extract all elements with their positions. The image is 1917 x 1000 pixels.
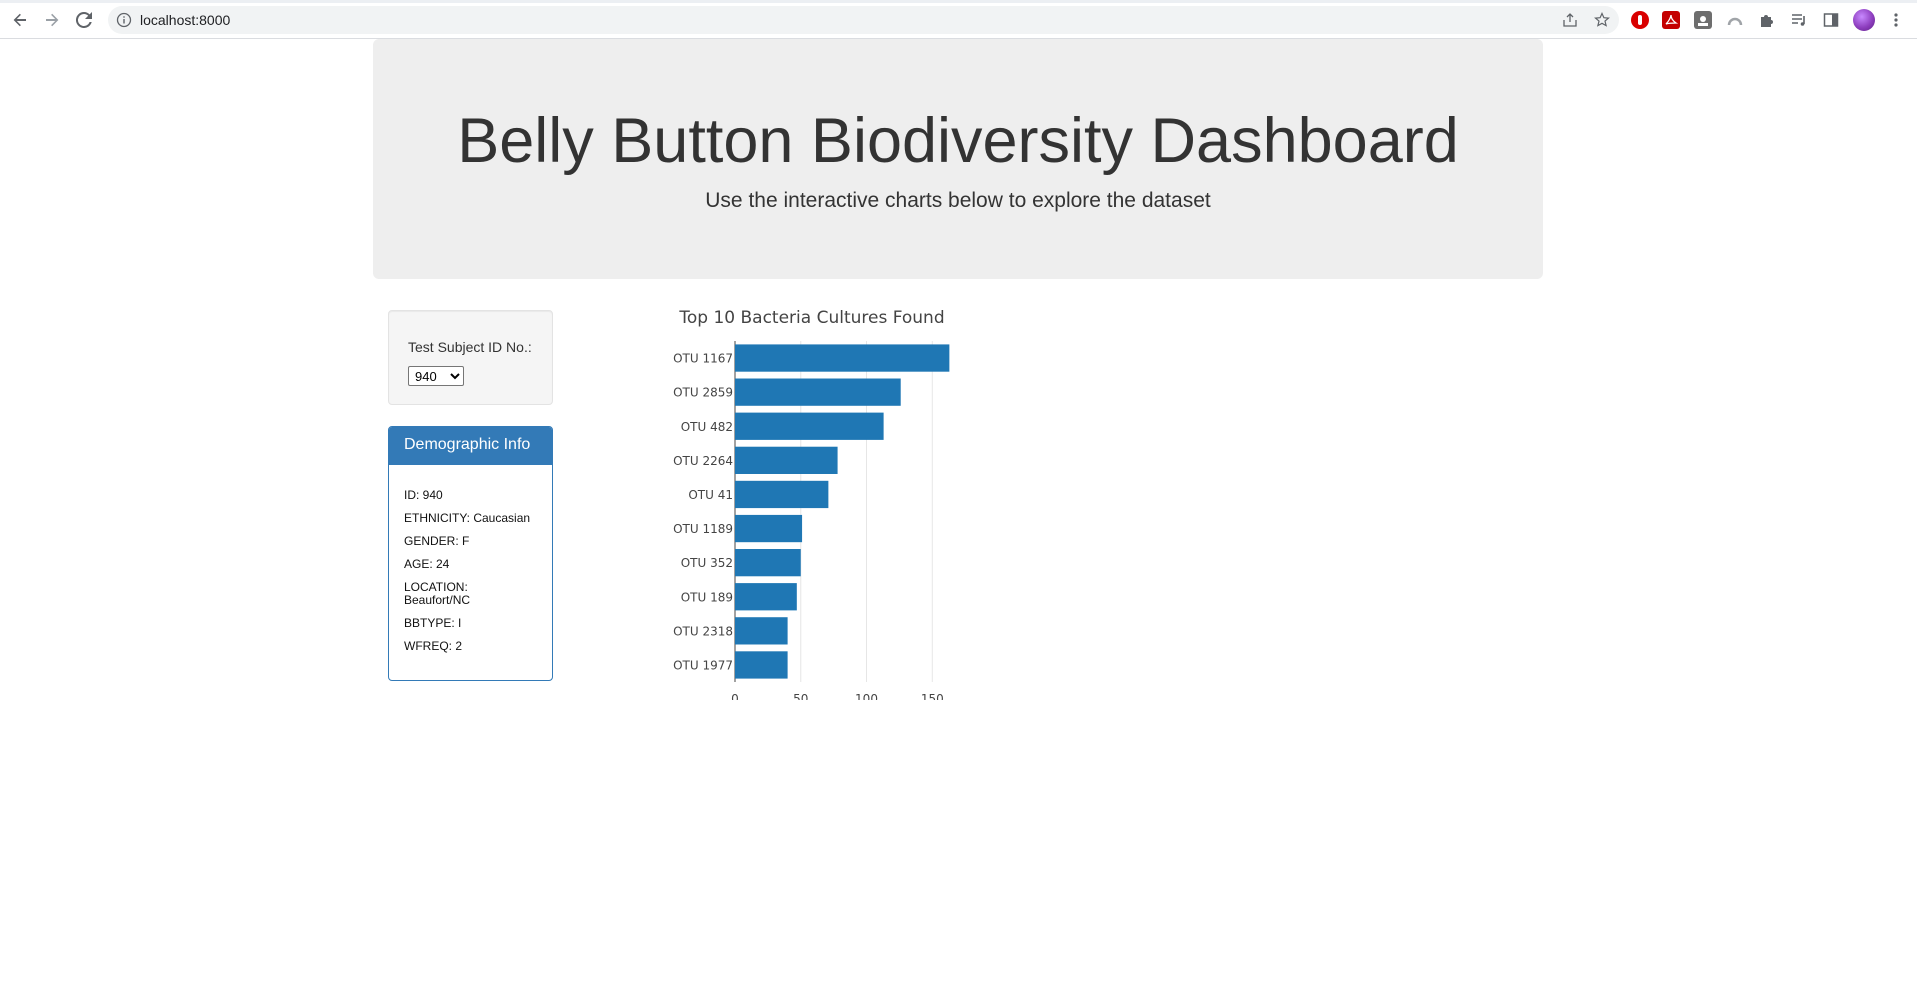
browser-toolbar: localhost:8000 (0, 0, 1917, 39)
x-tick-label: 150 (921, 692, 944, 700)
bar[interactable] (735, 583, 797, 611)
url-text[interactable]: localhost:8000 (140, 12, 231, 28)
jumbotron-header: Belly Button Biodiversity Dashboard Use … (373, 39, 1543, 279)
demographic-panel: Demographic Info ID: 940 ETHNICITY: Cauc… (388, 426, 553, 681)
info-icon[interactable] (116, 12, 132, 28)
demo-location: LOCATION: Beaufort/NC (404, 580, 471, 607)
demo-ethnicity: ETHNICITY: Caucasian (404, 511, 531, 525)
demo-wfreq: WFREQ: 2 (404, 639, 463, 653)
bar[interactable] (735, 480, 829, 509)
bar-chart[interactable]: Top 10 Bacteria Cultures Found 0 50 100 150… (640, 300, 960, 706)
demographic-panel-title: Demographic Info (389, 427, 552, 465)
bar[interactable] (735, 412, 884, 440)
bar[interactable] (735, 446, 838, 474)
bar[interactable] (735, 344, 950, 372)
y-tick-label: OTU 352 (681, 556, 733, 570)
pdf-extension-icon[interactable] (1662, 11, 1680, 29)
bar[interactable] (735, 378, 901, 406)
y-tick-label: OTU 41 (688, 488, 733, 502)
reload-icon (76, 12, 92, 28)
menu-kebab-icon[interactable] (1887, 11, 1905, 29)
y-tick-label: OTU 2859 (673, 386, 733, 400)
x-tick-label: 0 (731, 692, 739, 700)
demo-id: ID: 940 (404, 488, 443, 502)
forward-button[interactable] (40, 8, 64, 32)
subject-id-label: Test Subject ID No.: (408, 339, 532, 355)
reload-button[interactable] (72, 8, 96, 32)
bar[interactable] (735, 651, 788, 679)
subject-selector-well: Test Subject ID No.: 940 (388, 310, 553, 405)
y-tick-label: OTU 1189 (673, 522, 733, 536)
bar[interactable] (735, 549, 801, 577)
page-title: Belly Button Biodiversity Dashboard (457, 106, 1459, 176)
tab-strip-edge (0, 0, 1917, 3)
y-tick-label: OTU 482 (681, 420, 733, 434)
demo-age: AGE: 24 (404, 557, 450, 571)
y-tick-label: OTU 1977 (673, 658, 733, 672)
bar[interactable] (735, 617, 788, 645)
page-subtitle: Use the interactive charts below to expl… (705, 189, 1211, 212)
y-tick-label: OTU 2318 (673, 624, 733, 638)
subject-id-select[interactable]: 940 (408, 366, 464, 386)
puzzle-icon[interactable] (1758, 11, 1776, 29)
bar[interactable] (735, 514, 803, 543)
y-tick-label: OTU 2264 (673, 454, 733, 468)
x-tick-label: 50 (793, 692, 808, 700)
capture-extension-icon[interactable] (1694, 11, 1712, 29)
demo-gender: GENDER: F (404, 534, 470, 548)
address-bar[interactable]: localhost:8000 (108, 6, 1619, 34)
bookmark-star-icon[interactable] (1594, 12, 1610, 28)
chart-title: Top 10 Bacteria Cultures Found (678, 308, 944, 328)
y-tick-label: OTU 189 (681, 590, 733, 604)
back-button[interactable] (8, 8, 32, 32)
demographic-panel-body: ID: 940 ETHNICITY: Caucasian GENDER: F A… (389, 465, 552, 653)
x-tick-label: 100 (855, 692, 878, 700)
arrow-right-icon (46, 13, 59, 27)
reading-list-icon[interactable] (1790, 11, 1808, 29)
y-tick-label: OTU 1167 (673, 352, 733, 366)
arc-extension-icon[interactable] (1726, 11, 1744, 29)
profile-avatar[interactable] (1853, 9, 1875, 31)
adblock-extension-icon[interactable] (1631, 11, 1649, 29)
share-icon[interactable] (1562, 12, 1578, 28)
side-panel-icon[interactable] (1822, 11, 1840, 29)
arrow-left-icon (13, 13, 26, 27)
demo-bbtype: BBTYPE: I (404, 616, 462, 630)
bar-chart-container: Top 10 Bacteria Cultures Found 0 50 100 150… (640, 300, 960, 706)
